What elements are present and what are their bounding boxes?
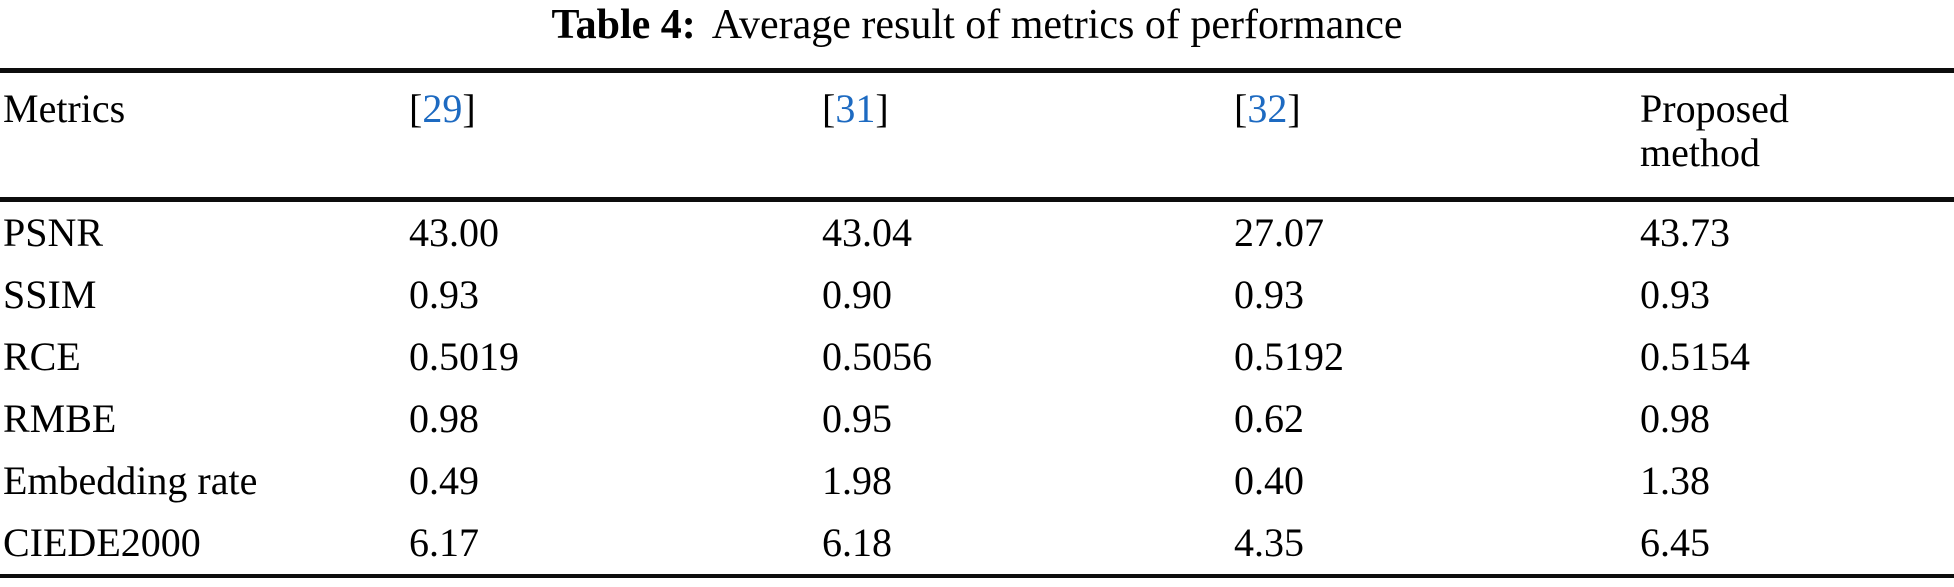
- table-row: PSNR 43.00 43.04 27.07 43.73: [0, 200, 1954, 265]
- bracket: [: [409, 86, 423, 131]
- metric-name: RMBE: [3, 396, 117, 441]
- metric-value: 0.5192: [1234, 334, 1344, 379]
- metric-value: 43.73: [1640, 210, 1730, 255]
- metric-value: 0.5154: [1640, 334, 1750, 379]
- column-header-metrics: Metrics: [3, 86, 126, 131]
- metrics-table: Metrics [29] [31] [32] Proposed method P…: [0, 68, 1954, 578]
- metric-value: 0.5019: [409, 334, 519, 379]
- table-row: RMBE 0.98 0.95 0.62 0.98: [0, 388, 1954, 450]
- table-row: RCE 0.5019 0.5056 0.5192 0.5154: [0, 326, 1954, 388]
- metric-value: 0.40: [1234, 458, 1304, 503]
- metric-value: 6.17: [409, 520, 479, 565]
- metric-value: 0.90: [822, 272, 892, 317]
- metric-value: 0.98: [1640, 396, 1710, 441]
- bracket: [: [822, 86, 836, 131]
- metric-value: 1.38: [1640, 458, 1710, 503]
- column-header-ref-32: [32]: [1231, 71, 1637, 200]
- metric-value: 0.93: [1234, 272, 1304, 317]
- metric-value: 0.93: [409, 272, 479, 317]
- metric-name: SSIM: [3, 272, 97, 317]
- metric-value: 0.62: [1234, 396, 1304, 441]
- table-row: SSIM 0.93 0.90 0.93 0.93: [0, 264, 1954, 326]
- citation-link[interactable]: 32: [1247, 86, 1288, 131]
- metric-value: 0.49: [409, 458, 479, 503]
- bracket: [: [1234, 86, 1248, 131]
- table-row: CIEDE2000 6.17 6.18 4.35 6.45: [0, 512, 1954, 576]
- metric-name: PSNR: [3, 210, 104, 255]
- column-header-ref-31: [31]: [819, 71, 1231, 200]
- table-caption-label: Table 4:: [551, 2, 696, 48]
- column-header-proposed-method-label: Proposed method: [1640, 86, 1789, 175]
- citation-link[interactable]: 29: [422, 86, 463, 131]
- metric-value: 6.45: [1640, 520, 1710, 565]
- bracket: ]: [1287, 86, 1301, 131]
- metric-value: 43.00: [409, 210, 499, 255]
- metric-value: 1.98: [822, 458, 892, 503]
- table-row: Embedding rate 0.49 1.98 0.40 1.38: [0, 450, 1954, 512]
- metric-value: 6.18: [822, 520, 892, 565]
- metric-value: 27.07: [1234, 210, 1324, 255]
- table-caption: Table 4: Average result of metrics of per…: [0, 0, 1954, 48]
- metric-value: 0.93: [1640, 272, 1710, 317]
- header-row: Metrics [29] [31] [32] Proposed method: [0, 71, 1954, 200]
- bracket: ]: [875, 86, 889, 131]
- column-header-proposed-method: Proposed method: [1637, 71, 1954, 200]
- metric-name: RCE: [3, 334, 81, 379]
- table-caption-text: Average result of metrics of performance: [711, 2, 1403, 48]
- metric-name: CIEDE2000: [3, 520, 201, 565]
- metric-value: 0.5056: [822, 334, 932, 379]
- citation-link[interactable]: 31: [835, 86, 876, 131]
- metric-name: Embedding rate: [3, 458, 258, 503]
- metric-value: 0.95: [822, 396, 892, 441]
- metric-value: 43.04: [822, 210, 912, 255]
- bracket: ]: [462, 86, 476, 131]
- metric-value: 0.98: [409, 396, 479, 441]
- column-header-ref-29: [29]: [406, 71, 819, 200]
- metric-value: 4.35: [1234, 520, 1304, 565]
